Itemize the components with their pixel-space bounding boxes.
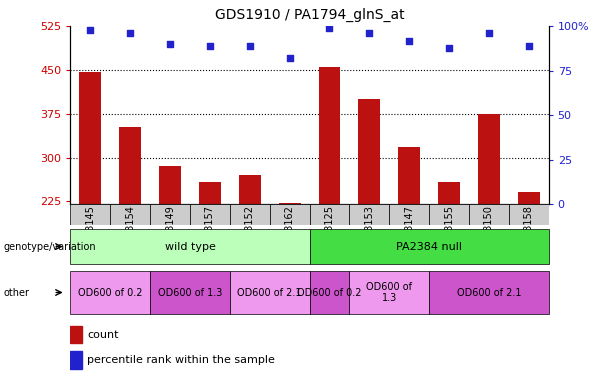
Bar — [110, 204, 150, 225]
Bar — [310, 229, 549, 264]
Bar — [438, 182, 460, 204]
Bar — [70, 351, 82, 369]
Bar — [279, 203, 300, 204]
Bar — [239, 175, 261, 204]
Bar — [310, 204, 349, 225]
Bar — [310, 271, 349, 314]
Bar — [270, 204, 310, 225]
Bar — [349, 271, 429, 314]
Bar — [190, 204, 230, 225]
Point — [205, 43, 215, 49]
Text: OD600 of 0.2: OD600 of 0.2 — [297, 288, 362, 297]
Point — [86, 27, 96, 33]
Text: GSM63150: GSM63150 — [484, 206, 494, 258]
Text: GSM63149: GSM63149 — [165, 206, 175, 258]
Point — [125, 30, 135, 36]
Point — [166, 41, 175, 47]
Bar — [389, 204, 429, 225]
Bar — [429, 271, 549, 314]
Bar — [150, 204, 190, 225]
Bar — [150, 271, 230, 314]
Bar — [319, 67, 340, 204]
Text: OD600 of 2.1: OD600 of 2.1 — [237, 288, 302, 297]
Text: OD600 of 2.1: OD600 of 2.1 — [457, 288, 521, 297]
Title: GDS1910 / PA1794_glnS_at: GDS1910 / PA1794_glnS_at — [215, 8, 405, 22]
Point — [364, 30, 374, 36]
Text: GSM63152: GSM63152 — [245, 206, 255, 258]
Text: GSM63155: GSM63155 — [444, 206, 454, 258]
Text: count: count — [87, 330, 118, 340]
Bar — [509, 204, 549, 225]
Text: OD600 of 0.2: OD600 of 0.2 — [78, 288, 143, 297]
Bar — [349, 204, 389, 225]
Bar — [199, 182, 221, 204]
Text: OD600 of 1.3: OD600 of 1.3 — [158, 288, 223, 297]
Bar — [518, 192, 539, 204]
Text: GSM63153: GSM63153 — [364, 206, 375, 258]
Bar — [70, 229, 310, 264]
Text: GSM63154: GSM63154 — [125, 206, 135, 258]
Text: wild type: wild type — [165, 242, 215, 252]
Bar — [230, 271, 310, 314]
Bar — [359, 99, 380, 204]
Bar — [70, 326, 82, 344]
Text: GSM63125: GSM63125 — [324, 206, 335, 258]
Text: genotype/variation: genotype/variation — [3, 242, 96, 252]
Point — [325, 25, 335, 31]
Point — [444, 45, 454, 51]
Text: OD600 of
1.3: OD600 of 1.3 — [366, 282, 413, 303]
Bar — [120, 127, 141, 204]
Text: GSM63147: GSM63147 — [404, 206, 414, 258]
Bar — [429, 204, 469, 225]
Bar — [478, 114, 500, 204]
Text: percentile rank within the sample: percentile rank within the sample — [87, 355, 275, 365]
Bar — [469, 204, 509, 225]
Bar — [230, 204, 270, 225]
Point — [524, 43, 533, 49]
Text: GSM63145: GSM63145 — [85, 206, 96, 258]
Point — [484, 30, 494, 36]
Text: GSM63162: GSM63162 — [284, 206, 295, 258]
Bar — [159, 166, 181, 204]
Bar — [70, 204, 110, 225]
Text: GSM63157: GSM63157 — [205, 206, 215, 258]
Text: PA2384 null: PA2384 null — [396, 242, 462, 252]
Text: other: other — [3, 288, 29, 297]
Point — [405, 38, 414, 44]
Point — [284, 56, 294, 62]
Bar — [70, 271, 150, 314]
Point — [245, 43, 255, 49]
Bar — [398, 147, 420, 204]
Text: GSM63158: GSM63158 — [524, 206, 534, 258]
Bar — [80, 72, 101, 204]
